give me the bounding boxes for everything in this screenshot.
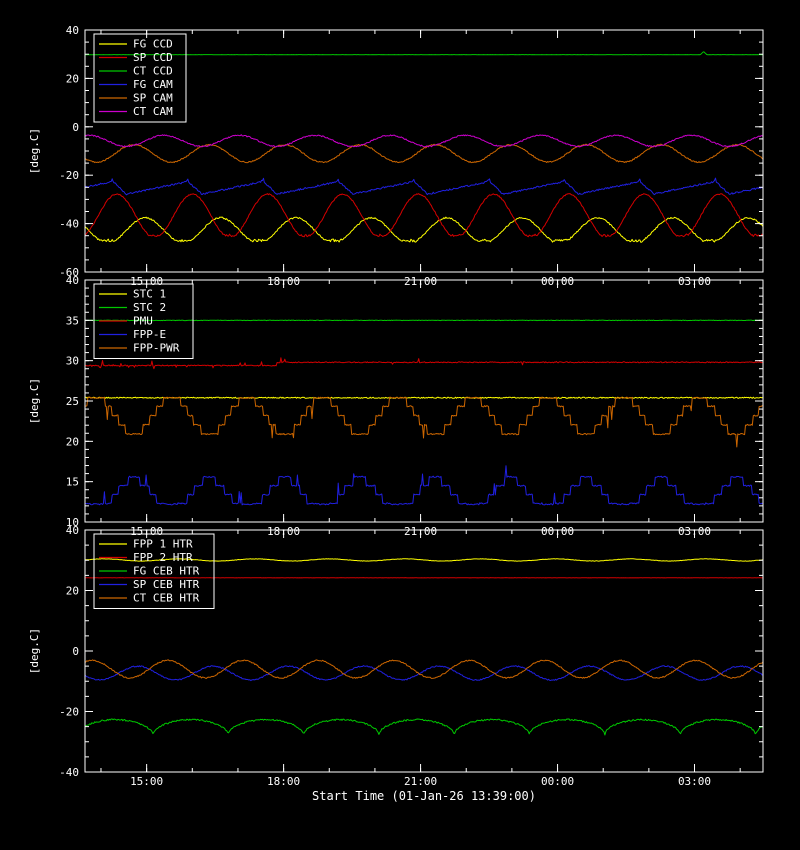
series-fg-cam	[85, 177, 763, 196]
y-tick-label: 20	[66, 72, 79, 85]
y-axis-title: [deg.C]	[28, 378, 41, 424]
series-stc-1	[85, 396, 763, 399]
legend-box	[93, 533, 215, 609]
series-sp-ccd	[85, 193, 763, 238]
series-fg-ccd	[85, 216, 763, 243]
panel-electronics-temperatures: 15:00 18:00 21:00 00:00 03:0010152025303540[…	[28, 274, 764, 538]
legend-box	[93, 283, 194, 359]
y-tick-label: -40	[59, 218, 79, 231]
y-axis-title: [deg.C]	[28, 128, 41, 174]
legend-box	[93, 33, 187, 123]
series-pmu	[85, 357, 763, 370]
series-sp-ceb-htr	[85, 665, 763, 682]
y-tick-label: -40	[59, 766, 79, 779]
legend-label: CT CAM	[133, 105, 173, 118]
panel-ccd-cam-temperatures: 15:00 18:00 21:00 00:00 03:00-60-40-2002040[…	[28, 24, 764, 288]
legend-label: CT CCD	[133, 65, 173, 78]
series-fpp-pwr	[85, 396, 763, 448]
legend-label: FG CEB HTR	[133, 565, 200, 578]
legend-label: SP CCD	[133, 51, 173, 64]
x-axis-title: Start Time (01-Jan-26 13:39:00)	[312, 789, 536, 803]
series-fg-ceb-htr	[85, 718, 763, 736]
y-tick-label: 40	[66, 274, 79, 287]
y-tick-label: 35	[66, 314, 79, 327]
y-axis-title: [deg.C]	[28, 628, 41, 674]
y-tick-label: 40	[66, 24, 79, 37]
legend-label: FG CCD	[133, 38, 173, 51]
x-tick-label: 00:00	[541, 775, 574, 788]
legend-label: FG CAM	[133, 78, 173, 91]
y-tick-label: 30	[66, 355, 79, 368]
series-group	[85, 51, 763, 243]
y-tick-label: 40	[66, 524, 79, 537]
y-tick-label: 20	[66, 435, 79, 448]
series-ct-ccd	[85, 51, 763, 56]
y-tick-label: 20	[66, 585, 79, 598]
legend-label: FPP-E	[133, 328, 166, 341]
legend-label: FPP-PWR	[133, 342, 180, 355]
legend-label: FPP 2 HTR	[133, 551, 193, 564]
series-group	[85, 319, 763, 506]
series-ct-cam	[85, 134, 763, 148]
y-tick-label: 15	[66, 476, 79, 489]
x-tick-label: 18:00	[267, 775, 300, 788]
y-tick-label: -20	[59, 169, 79, 182]
x-tick-label: 15:00	[130, 775, 163, 788]
series-ct-ceb-htr	[85, 659, 763, 679]
y-tick-label: 10	[66, 516, 79, 529]
legend-label: SP CEB HTR	[133, 578, 200, 591]
legend-label: STC 2	[133, 301, 166, 314]
series-fpp-e	[85, 465, 763, 506]
x-tick-label: 03:00	[678, 775, 711, 788]
x-tick-label: 21:00	[404, 775, 437, 788]
series-group	[85, 558, 763, 736]
series-sp-cam	[85, 143, 763, 164]
legend-label: STC 1	[133, 288, 166, 301]
y-tick-label: -60	[59, 266, 79, 279]
y-tick-label: -20	[59, 706, 79, 719]
axis-box	[84, 29, 764, 273]
series-fpp-1-htr	[85, 558, 763, 562]
series-stc-2	[85, 319, 763, 322]
panel-heater-temperatures: 15:00 18:00 21:00 00:00 03:00 -40 -20 0 20 40 [deg…	[28, 524, 764, 788]
y-tick-label: 25	[66, 395, 79, 408]
legend-label: CT CEB HTR	[133, 592, 200, 605]
y-tick-label: 0	[72, 121, 79, 134]
legend-label: FPP 1 HTR	[133, 538, 193, 551]
legend-label: SP CAM	[133, 92, 173, 105]
legend-label: PMU	[133, 315, 153, 328]
y-tick-label: 0	[72, 645, 79, 658]
